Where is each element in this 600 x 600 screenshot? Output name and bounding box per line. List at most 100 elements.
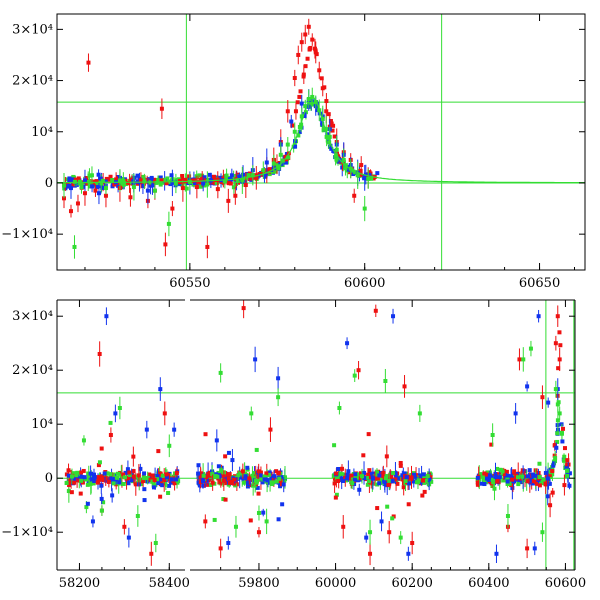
data-point (202, 175, 207, 180)
data-point (141, 181, 146, 186)
data-point (532, 546, 537, 551)
data-point (298, 89, 303, 94)
data-point (70, 182, 75, 187)
data-point (527, 476, 532, 481)
data-point (488, 475, 493, 480)
data-point (162, 177, 167, 182)
data-point (69, 490, 74, 495)
data-point (112, 476, 117, 481)
data-point (374, 470, 379, 475)
data-point (544, 479, 549, 484)
data-point (117, 480, 122, 485)
data-point (139, 482, 144, 487)
data-point (328, 118, 333, 123)
bottom-plot-area (57, 300, 575, 570)
data-point (197, 483, 202, 488)
data-point (142, 179, 147, 184)
data-point (85, 482, 90, 487)
data-point (258, 470, 263, 475)
data-point (227, 480, 232, 485)
data-point (265, 478, 270, 483)
data-point (387, 530, 392, 535)
data-point (94, 179, 99, 184)
data-point (358, 168, 363, 173)
data-point (382, 479, 387, 484)
data-point (84, 176, 89, 181)
data-point (261, 510, 266, 515)
data-point (373, 308, 378, 313)
data-point (197, 180, 202, 185)
data-point (366, 176, 371, 181)
data-point (553, 456, 558, 461)
data-point (169, 477, 174, 482)
y-tick-label: 10⁴ (31, 125, 53, 140)
data-point (264, 519, 269, 524)
data-point (68, 209, 73, 214)
data-point (267, 167, 272, 172)
data-point (196, 471, 201, 476)
data-point (567, 483, 572, 488)
data-point (548, 503, 553, 508)
y-tick-label: 2×10⁴ (12, 74, 53, 89)
data-point (200, 176, 205, 181)
data-point (229, 173, 234, 178)
data-point (89, 479, 94, 484)
data-point (168, 480, 173, 485)
data-point (147, 472, 152, 477)
data-point (226, 198, 231, 203)
data-point (540, 395, 545, 400)
data-point (221, 478, 226, 483)
data-point (336, 467, 341, 472)
data-point (117, 178, 122, 183)
data-point (417, 473, 422, 478)
data-point (125, 467, 130, 472)
data-point (174, 471, 179, 476)
data-point (510, 485, 515, 490)
data-point (341, 478, 346, 483)
data-point (290, 123, 295, 128)
data-point (67, 178, 72, 183)
data-point (276, 395, 281, 400)
data-point (192, 178, 197, 183)
data-point (410, 541, 415, 545)
data-point (118, 470, 123, 475)
data-point (126, 535, 131, 540)
data-point (141, 476, 146, 481)
data-point (388, 476, 393, 481)
data-point (152, 188, 157, 193)
data-point (375, 476, 380, 481)
data-point (358, 476, 363, 481)
data-point (306, 96, 311, 101)
data-point (299, 40, 304, 45)
data-point (110, 178, 115, 183)
data-point (197, 474, 202, 479)
data-point (221, 497, 226, 502)
data-point (158, 494, 163, 499)
data-point (328, 143, 333, 148)
data-point (256, 510, 261, 515)
data-point (216, 470, 221, 475)
data-point (282, 475, 287, 480)
data-point (370, 476, 375, 481)
data-point (82, 191, 87, 196)
data-point (326, 112, 331, 117)
data-point (346, 469, 351, 474)
data-point (160, 473, 165, 478)
data-point (557, 330, 562, 335)
data-point (122, 181, 127, 186)
data-point (230, 458, 235, 463)
data-point (132, 175, 137, 180)
y-tick-label: 2×10⁴ (12, 363, 53, 378)
data-point (364, 535, 369, 540)
data-point (103, 179, 108, 184)
data-point (66, 183, 71, 188)
data-point (310, 37, 315, 42)
data-point (422, 489, 427, 494)
data-point (336, 476, 341, 481)
data-point (545, 476, 550, 481)
data-point (482, 471, 487, 476)
data-point (101, 500, 106, 505)
data-point (96, 478, 101, 483)
data-point (421, 478, 426, 483)
data-point (211, 474, 216, 479)
